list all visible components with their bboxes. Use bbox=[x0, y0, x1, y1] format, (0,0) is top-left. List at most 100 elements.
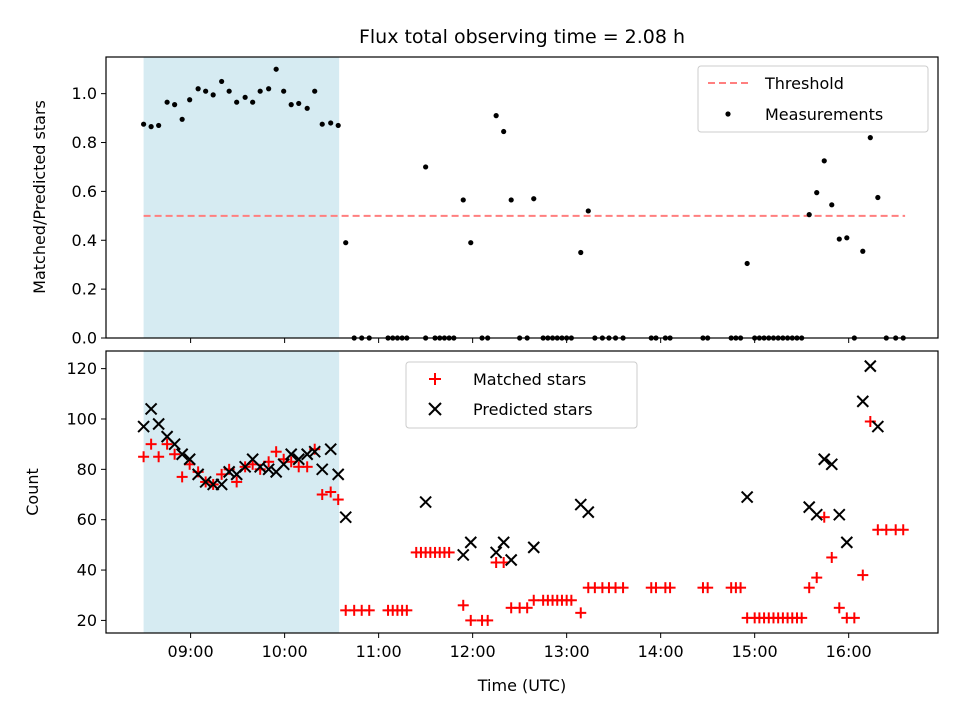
matched-star-point bbox=[316, 489, 328, 501]
measurement-point bbox=[164, 99, 170, 105]
ratio-y-ticks: 0.0 0.2 0.4 0.6 0.8 1.0 bbox=[72, 84, 106, 348]
matched-star-point bbox=[575, 607, 587, 619]
x-tick-label: 13:00 bbox=[544, 642, 590, 661]
y-tick-label: 100 bbox=[66, 409, 97, 428]
predicted-star-point bbox=[582, 505, 595, 519]
matched-legend-label: Matched stars bbox=[473, 370, 586, 389]
matched-star-point bbox=[161, 438, 173, 450]
measurements-legend-swatch bbox=[725, 111, 731, 117]
matched-star-point bbox=[880, 524, 892, 536]
y-tick-label: 60 bbox=[77, 510, 97, 529]
matched-star-point bbox=[521, 602, 533, 614]
predicted-star-point bbox=[292, 453, 305, 466]
measurement-point bbox=[296, 100, 302, 107]
predicted-star-point bbox=[308, 445, 321, 458]
measurement-point bbox=[319, 121, 325, 127]
predicted-star-point bbox=[818, 453, 831, 466]
predicted-star-point bbox=[175, 448, 189, 461]
matched-star-point bbox=[702, 582, 714, 594]
matched-star-point bbox=[363, 604, 375, 616]
predicted-star-point bbox=[215, 478, 228, 491]
measurement-point bbox=[179, 116, 185, 122]
chart-title: Flux total observing time = 2.08 h bbox=[359, 26, 685, 48]
measurement-point bbox=[335, 122, 341, 129]
matched-star-point bbox=[650, 582, 662, 594]
y-tick-label: 20 bbox=[77, 611, 97, 630]
predicted-star-point bbox=[464, 536, 477, 549]
matched-star-point bbox=[528, 594, 540, 606]
predicted-star-point bbox=[222, 465, 236, 479]
matched-star-point bbox=[457, 599, 469, 611]
matched-star-point bbox=[465, 614, 477, 626]
matched-star-point bbox=[169, 448, 181, 460]
matched-star-point bbox=[735, 582, 747, 594]
x-tick-label: 15:00 bbox=[732, 642, 778, 661]
measurement-point bbox=[187, 97, 193, 103]
measurement-point bbox=[744, 260, 750, 267]
measurement-point bbox=[814, 190, 820, 196]
measurements-legend-label: Measurements bbox=[765, 105, 883, 124]
measurement-point bbox=[273, 66, 279, 72]
measurement-point bbox=[288, 102, 294, 108]
ratio-axes-frame bbox=[105, 56, 939, 339]
y-tick-label: 0.0 bbox=[72, 329, 97, 348]
matched-star-point bbox=[325, 486, 337, 498]
matched-star-point bbox=[811, 572, 823, 584]
matched-star-point bbox=[270, 446, 282, 458]
predicted-star-point bbox=[419, 495, 432, 509]
count-y-axis-label: Count bbox=[23, 468, 42, 516]
y-tick-label: 1.0 bbox=[72, 84, 97, 103]
ratio-panel: 0.0 0.2 0.4 0.6 0.8 1.0 Matched/Predicted sta… bbox=[30, 56, 939, 348]
measurement-point bbox=[867, 135, 873, 141]
predicted-star-point bbox=[497, 536, 510, 549]
matched-star-point bbox=[897, 524, 909, 536]
matched-star-point bbox=[231, 476, 243, 488]
count-legend: Matched stars Predicted stars bbox=[405, 361, 638, 429]
count-y-ticks: 20 40 60 80 100 120 bbox=[66, 359, 106, 630]
matched-star-point bbox=[301, 461, 313, 473]
measurement-point bbox=[203, 88, 209, 94]
measurement-point bbox=[257, 88, 263, 94]
matched-star-point bbox=[153, 451, 165, 463]
predicted-star-point bbox=[339, 510, 352, 524]
matched-star-point bbox=[617, 582, 629, 594]
x-tick-label: 09:00 bbox=[168, 642, 214, 661]
count-x-ticks: 09:00 10:00 11:00 12:00 13:00 14:00 15:00 16:00 bbox=[168, 633, 872, 661]
measurement-point bbox=[226, 88, 232, 94]
measurement-point bbox=[460, 197, 466, 203]
measurement-point bbox=[821, 158, 827, 164]
measurement-point bbox=[829, 202, 835, 208]
predicted-star-point bbox=[316, 463, 329, 476]
predicted-star-point bbox=[810, 508, 823, 521]
predicted-star-point bbox=[199, 475, 212, 489]
measurement-point bbox=[343, 240, 349, 246]
count-legend-box bbox=[405, 361, 638, 429]
measurement-point bbox=[493, 113, 499, 119]
predicted-star-point bbox=[527, 541, 540, 554]
predicted-legend-swatch bbox=[428, 402, 442, 416]
matched-star-point bbox=[796, 612, 808, 624]
measurement-point bbox=[172, 102, 178, 108]
measurement-point bbox=[328, 120, 334, 126]
predicted-star-point bbox=[504, 553, 518, 567]
predicted-star-point bbox=[825, 458, 838, 471]
y-tick-label: 40 bbox=[77, 561, 97, 580]
measurement-point bbox=[312, 88, 318, 94]
ratio-y-axis-label: Matched/Predicted stars bbox=[30, 100, 49, 294]
observing-window-span bbox=[143, 351, 340, 633]
matched-star-point bbox=[833, 602, 845, 614]
measurement-point bbox=[531, 196, 537, 202]
observing-window-span bbox=[143, 57, 340, 338]
matched-star-point bbox=[848, 612, 860, 624]
predicted-star-point bbox=[300, 448, 314, 461]
predicted-star-point bbox=[856, 395, 869, 408]
matched-star-point bbox=[565, 594, 577, 606]
measurement-point bbox=[266, 86, 272, 92]
measurement-point bbox=[806, 212, 812, 218]
matched-star-point bbox=[401, 604, 413, 616]
measurement-point bbox=[304, 105, 310, 111]
ratio-legend-box bbox=[697, 65, 929, 133]
measurement-point bbox=[423, 164, 429, 170]
y-tick-label: 0.4 bbox=[72, 231, 97, 250]
